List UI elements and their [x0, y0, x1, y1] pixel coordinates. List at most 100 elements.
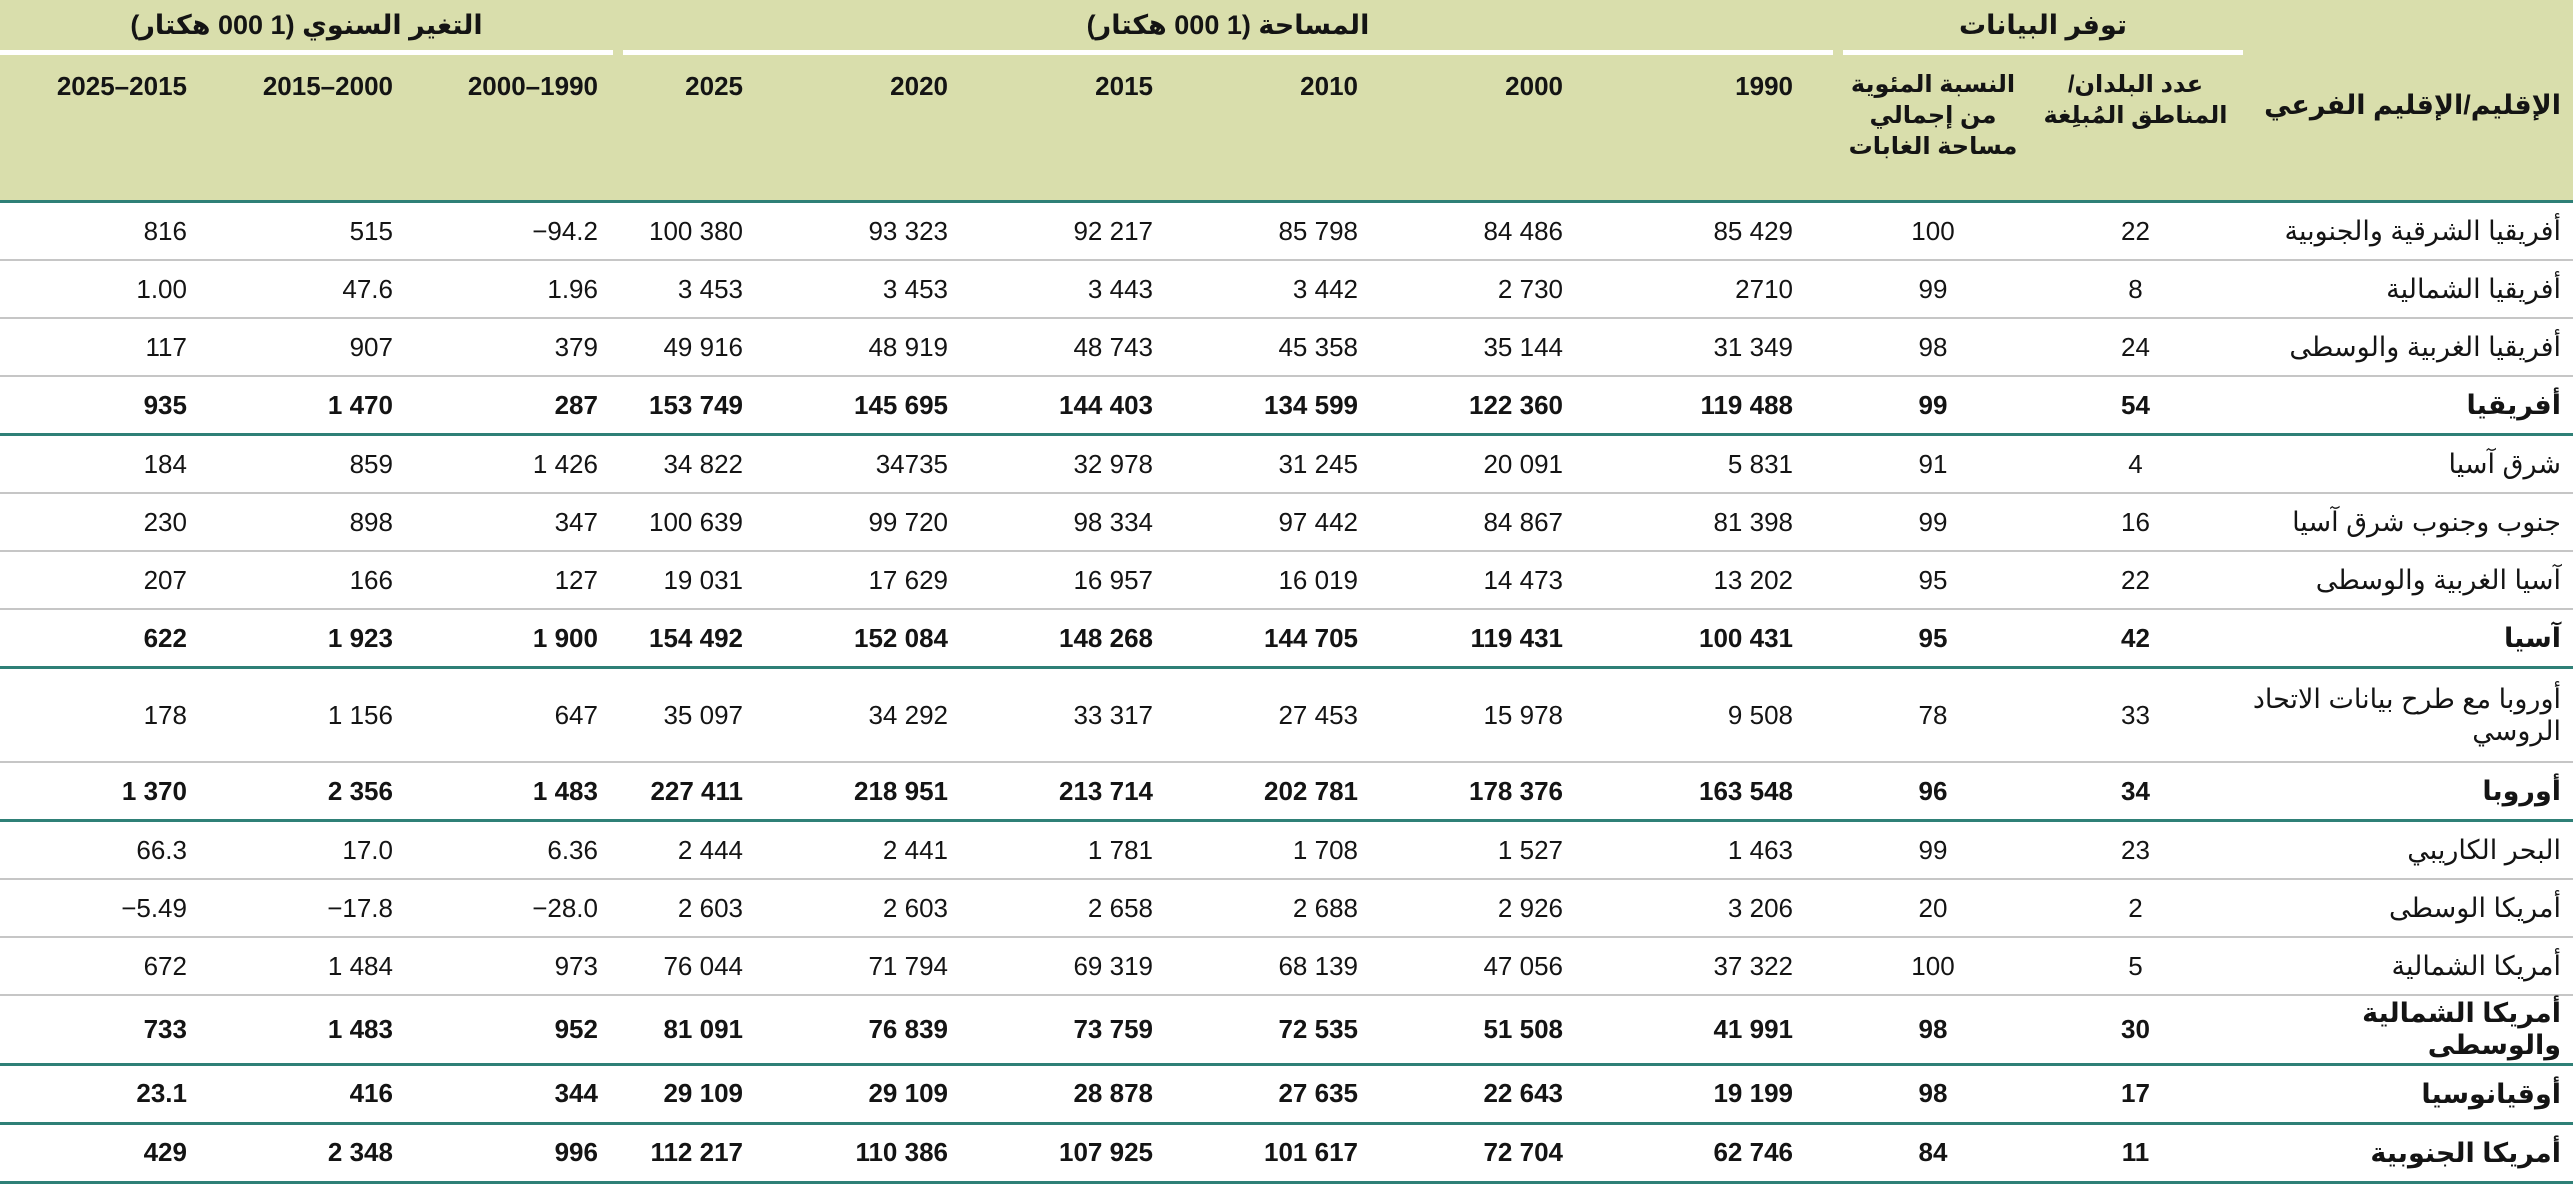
change-2000-1990-cell: 1 483	[412, 762, 618, 822]
count-cell: 11	[2028, 1123, 2243, 1184]
area-2000-cell: 15 978	[1438, 667, 1643, 763]
count-cell: 5	[2028, 937, 2243, 996]
year-2020-header: 2020	[823, 52, 1028, 203]
table-row: أمريكا الوسطى 2 20 3 206 2 926 2 688 2 658 2 60…	[0, 879, 2573, 938]
area-2015-cell: 3 443	[1028, 260, 1233, 319]
count-cell: 8	[2028, 260, 2243, 319]
area-2015-cell: 213 714	[1028, 762, 1233, 822]
change-2025-2015-cell: 207	[0, 551, 207, 610]
area-2000-cell: 47 056	[1438, 937, 1643, 996]
change-2025-2015-cell: 23.1	[0, 1064, 207, 1125]
area-1990-cell: 13 202	[1643, 551, 1838, 610]
pct-cell: 96	[1838, 762, 2028, 822]
region-cell: آسيا	[2243, 609, 2573, 669]
area-group-header: المساحة (1 000 هكتار)	[612, 0, 1838, 55]
area-2025-cell: 758 069	[617, 1182, 823, 1192]
area-2020-cell: 99 720	[823, 493, 1028, 552]
area-2020-cell: 48 919	[823, 318, 1028, 377]
count-cell: 4	[2028, 434, 2243, 494]
table-row: أفريقيا الشرقية والجنوبية 22 100 85 429 84 4…	[0, 201, 2573, 261]
pct-cell: 99	[1838, 376, 2028, 436]
area-2025-cell: 34 822	[617, 434, 823, 494]
area-1990-cell: 5 831	[1643, 434, 1838, 494]
change-2015-2000-cell: 898	[206, 493, 413, 552]
area-1990-cell: 19 199	[1643, 1064, 1838, 1125]
change-2015-2000-cell: 859	[206, 434, 413, 494]
table-row: أفريقيا الشمالية 8 99 2710 2 730 3 442 3 443 3 …	[0, 260, 2573, 319]
change-2025-2015-cell: 1.00	[0, 260, 207, 319]
area-2025-cell: 81 091	[617, 995, 823, 1066]
change-2000-1990-cell: 952	[412, 995, 618, 1066]
year-2015-header: 2015	[1028, 52, 1233, 203]
area-1990-cell: 85 429	[1643, 201, 1838, 261]
area-2015-cell: 69 319	[1028, 937, 1233, 996]
pct-cell: 99	[1838, 820, 2028, 880]
pct-cell: 100	[1838, 937, 2028, 996]
area-2020-cell: 71 794	[823, 937, 1028, 996]
change-2000-1990-cell: 287	[412, 376, 618, 436]
count-cell: 33	[2028, 667, 2243, 763]
year-2000-header: 2000	[1438, 52, 1643, 203]
area-2000-cell: 72 704	[1438, 1123, 1643, 1184]
area-2025-cell: 19 031	[617, 551, 823, 610]
area-2025-cell: 29 109	[617, 1064, 823, 1125]
change-2000-1990-cell: 6.36	[412, 820, 618, 880]
region-cell: أفريقيا الشمالية	[2243, 260, 2573, 319]
change-2000-1990-cell: 379	[412, 318, 618, 377]
area-2015-cell: 32 978	[1028, 434, 1233, 494]
area-2025-cell: 154 492	[617, 609, 823, 669]
region-column-header: الإقليم/الإقليم الفرعي	[2243, 0, 2573, 203]
total-row: أمريكا الجنوبية 11 84 62 746 72 704 101 617 10…	[0, 1123, 2573, 1184]
area-2010-cell: 72 535	[1233, 995, 1438, 1066]
total-row: أمريكا الشمالية والوسطى 30 98 41 991 51 508 7…	[0, 995, 2573, 1066]
change-2015-2000-cell: −17.8	[206, 879, 413, 938]
table-row: أوروبا مع طرح بيانات الاتحاد الروسي 33 78 9…	[0, 667, 2573, 763]
period-2000-1990-header: 2000–1990	[412, 52, 618, 203]
change-2015-2000-cell: 1 470	[206, 376, 413, 436]
area-2000-cell: 20 091	[1438, 434, 1643, 494]
count-cell: 22	[2028, 201, 2243, 261]
area-2000-cell: 2 730	[1438, 260, 1643, 319]
year-1990-header: 1990	[1643, 52, 1838, 203]
area-2010-cell: 68 139	[1233, 937, 1438, 996]
change-2000-1990-cell: 973	[412, 937, 618, 996]
total-row: العالم18894507 403567 022683 873716 9467…	[0, 1182, 2573, 1192]
table-header: الإقليم/الإقليم الفرعي توفر البيانات الم…	[0, 0, 2573, 203]
area-2025-cell: 76 044	[617, 937, 823, 996]
pct-cell: 99	[1838, 260, 2028, 319]
region-cell: أوروبا مع طرح بيانات الاتحاد الروسي	[2243, 667, 2573, 763]
change-2015-2000-cell: 515	[206, 201, 413, 261]
area-2020-cell: 34 292	[823, 667, 1028, 763]
area-2015-cell: 1 781	[1028, 820, 1233, 880]
area-2000-cell: 14 473	[1438, 551, 1643, 610]
count-cell: 54	[2028, 376, 2243, 436]
pct-cell: 84	[1838, 1123, 2028, 1184]
change-2015-2000-cell: 1 483	[206, 995, 413, 1066]
region-cell: أوقيانوسيا	[2243, 1064, 2573, 1125]
area-2025-cell: 100 380	[617, 201, 823, 261]
area-1990-cell: 507 403	[1643, 1182, 1838, 1192]
table-row: البحر الكاريبي 23 99 1 463 1 527 1 708 1 781 2 …	[0, 820, 2573, 880]
area-2020-cell: 218 951	[823, 762, 1028, 822]
region-cell: العالم	[2243, 1182, 2573, 1192]
area-1990-cell: 100 431	[1643, 609, 1838, 669]
change-2025-2015-cell: 66.3	[0, 820, 207, 880]
area-2000-cell: 122 360	[1438, 376, 1643, 436]
area-2010-cell: 97 442	[1233, 493, 1438, 552]
area-2020-cell: 145 695	[823, 376, 1028, 436]
pct-cell: 95	[1838, 551, 2028, 610]
area-2025-cell: 2 444	[617, 820, 823, 880]
change-2015-2000-cell: 166	[206, 551, 413, 610]
area-2015-cell: 716 946	[1028, 1182, 1233, 1192]
change-2015-2000-cell: 17.0	[206, 820, 413, 880]
area-1990-cell: 163 548	[1643, 762, 1838, 822]
area-2020-cell: 29 109	[823, 1064, 1028, 1125]
pct-cell: 78	[1838, 667, 2028, 763]
change-2025-2015-cell: 935	[0, 376, 207, 436]
area-2025-cell: 153 749	[617, 376, 823, 436]
count-cell: 34	[2028, 762, 2243, 822]
sub-header-row: عدد البلدان/المناطق المُبلِغة النسبة الم…	[0, 52, 2573, 203]
area-2020-cell: 2 441	[823, 820, 1028, 880]
area-2000-cell: 2 926	[1438, 879, 1643, 938]
